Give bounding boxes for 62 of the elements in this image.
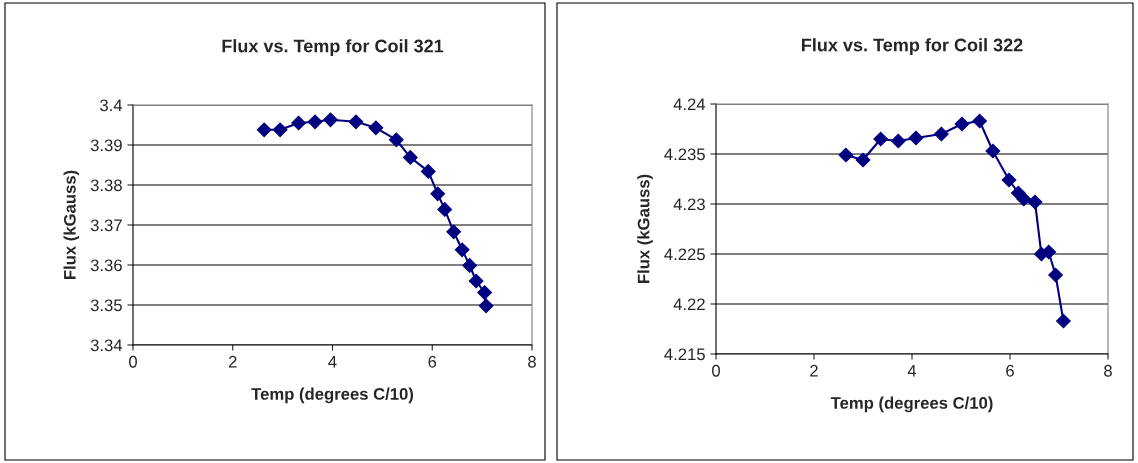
y-tick-label: 3.39	[90, 139, 122, 152]
point	[323, 112, 338, 128]
point	[420, 164, 436, 179]
point	[402, 150, 418, 165]
x-axis-title: Temp (degrees C/10)	[830, 396, 993, 413]
point	[1001, 172, 1017, 188]
point	[272, 122, 288, 138]
y-tick-label: 3.34	[90, 339, 123, 352]
point	[1016, 191, 1032, 207]
y-tick-label: 3.36	[90, 259, 122, 272]
chart-title: Flux vs. Temp for Coil 321	[222, 39, 444, 56]
y-axis-title: Flux (kGauss)	[63, 170, 80, 279]
y-tick-label: 3.37	[90, 219, 122, 232]
point	[1048, 267, 1063, 283]
point	[368, 120, 384, 136]
point	[972, 113, 988, 129]
point	[446, 224, 462, 240]
x-tick-label: 4	[328, 356, 337, 368]
point	[477, 285, 493, 300]
x-tick-label: 6	[428, 355, 437, 368]
point	[1027, 194, 1043, 210]
point	[291, 115, 306, 131]
x-tick-label: 8	[1104, 364, 1112, 377]
point	[985, 143, 1001, 159]
x-tick-label: 2	[228, 355, 237, 368]
point	[908, 130, 924, 146]
point	[256, 122, 272, 138]
point	[462, 258, 478, 273]
x-tick-label: 4	[907, 365, 917, 377]
point	[890, 133, 906, 149]
point	[838, 147, 854, 163]
point	[855, 152, 871, 168]
point	[388, 132, 404, 148]
y-axis-title: Flux (kGauss)	[637, 174, 653, 283]
x-axis-title: Temp (degrees C/10)	[251, 387, 414, 404]
y-tick-label: 4.235	[664, 148, 705, 161]
y-tick-label: 4.23	[673, 198, 705, 211]
point	[430, 186, 446, 202]
x-tick-label: 2	[810, 364, 818, 377]
point	[1056, 313, 1071, 329]
y-tick-label: 4.225	[664, 248, 705, 261]
point	[468, 273, 484, 289]
y-tick-label: 3.38	[90, 179, 122, 192]
chart-title: Flux vs. Temp for Coil 322	[802, 38, 1023, 55]
y-tick-label: 3.35	[90, 299, 122, 312]
point	[348, 114, 364, 130]
x-tick-label: 8	[528, 355, 536, 368]
point	[307, 114, 323, 130]
x-tick-label: 6	[1006, 364, 1014, 377]
x-tick-label: 0	[129, 355, 137, 368]
point	[954, 116, 970, 132]
point	[454, 242, 470, 258]
point	[437, 202, 453, 217]
point	[934, 126, 949, 142]
point	[1041, 244, 1057, 260]
y-tick-label: 4.24	[673, 98, 706, 111]
x-tick-label: 0	[712, 364, 720, 377]
y-tick-label: 4.215	[664, 348, 705, 361]
y-tick-label: 3.4	[100, 99, 123, 112]
point	[478, 298, 494, 314]
y-tick-label: 4.22	[673, 298, 705, 311]
point	[873, 131, 889, 147]
